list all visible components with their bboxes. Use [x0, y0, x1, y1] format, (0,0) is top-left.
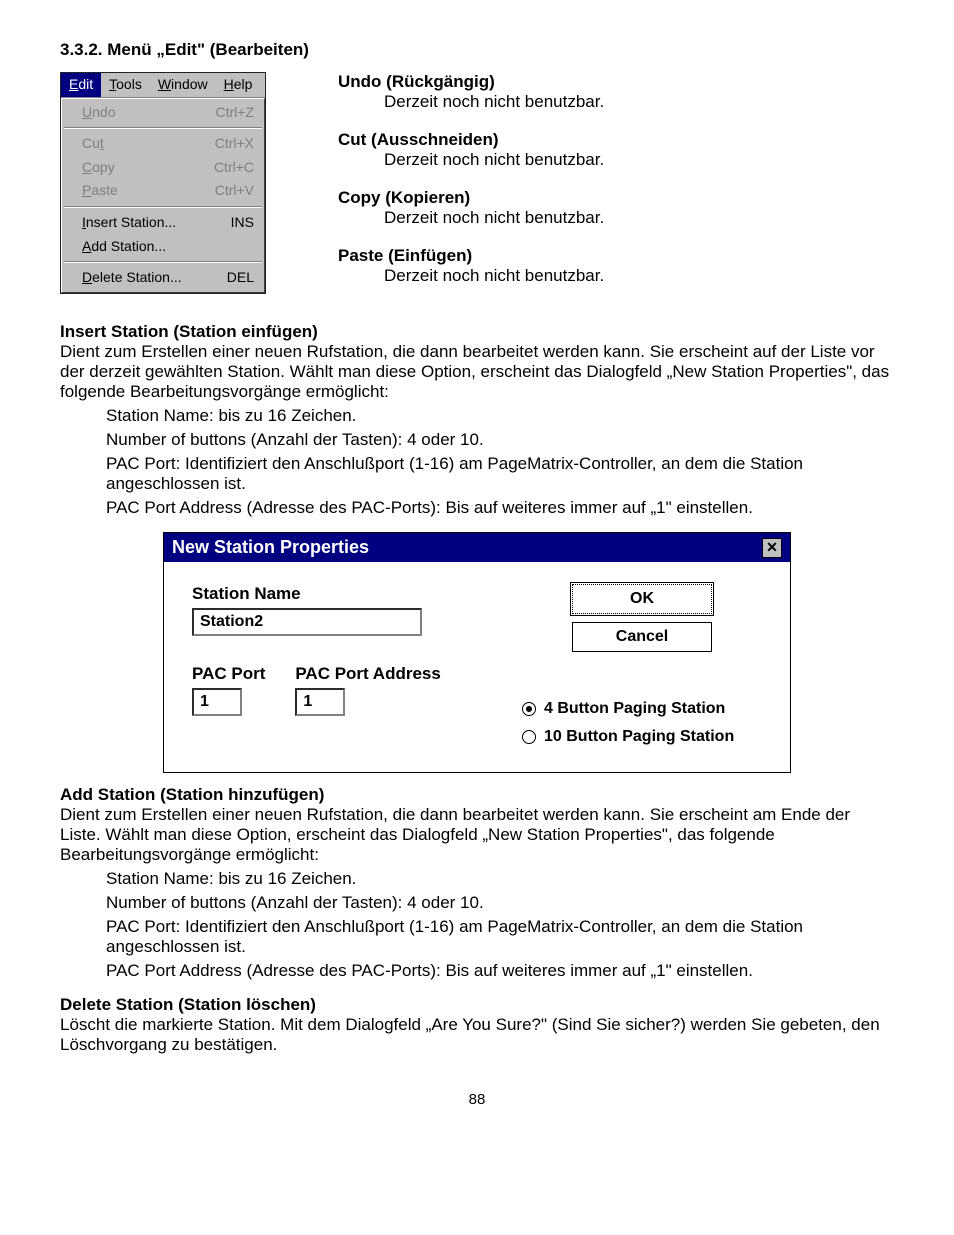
delete-station-title: Delete Station (Station löschen) — [60, 995, 894, 1015]
menu-sep — [64, 127, 262, 129]
dialog-titlebar: New Station Properties ✕ — [164, 533, 790, 562]
def-copy: Copy (Kopieren) Derzeit noch nicht benut… — [338, 188, 894, 228]
insert-station-l3: PAC Port: Identifiziert den Anschlußport… — [60, 454, 894, 494]
menu-body: UndoCtrl+Z CutCtrl+X CopyCtrl+C PasteCtr… — [61, 98, 265, 293]
radio-4-label: 4 Button Paging Station — [544, 700, 725, 718]
menubar-tools[interactable]: Tools — [101, 73, 150, 97]
def-undo-title: Undo (Rückgängig) — [338, 72, 894, 92]
insert-station-l4: PAC Port Address (Adresse des PAC-Ports)… — [60, 498, 894, 518]
pac-port-col: PAC Port 1 — [192, 664, 265, 716]
menu-copy: CopyCtrl+C — [62, 156, 264, 180]
menu-sep — [64, 206, 262, 208]
menubar-help[interactable]: Help — [216, 73, 261, 97]
insert-station-l1: Station Name: bis zu 16 Zeichen. — [60, 406, 894, 426]
def-undo-body: Derzeit noch nicht benutzbar. — [338, 92, 894, 112]
delete-station-para: Löscht die markierte Station. Mit dem Di… — [60, 1015, 894, 1055]
add-station-l4: PAC Port Address (Adresse des PAC-Ports)… — [60, 961, 894, 981]
radio-10-button[interactable]: 10 Button Paging Station — [522, 728, 762, 746]
def-copy-body: Derzeit noch nicht benutzbar. — [338, 208, 894, 228]
definitions-column: Undo (Rückgängig) Derzeit noch nicht ben… — [338, 72, 894, 304]
add-station-l1: Station Name: bis zu 16 Zeichen. — [60, 869, 894, 889]
def-undo: Undo (Rückgängig) Derzeit noch nicht ben… — [338, 72, 894, 112]
menubar-edit[interactable]: Edit — [61, 73, 101, 97]
insert-station-l2: Number of buttons (Anzahl der Tasten): 4… — [60, 430, 894, 450]
menu-delete-station[interactable]: Delete Station...DEL — [62, 266, 264, 290]
dialog-row-2: PAC Port 1 PAC Port Address 1 — [192, 664, 482, 716]
dialog-body: Station Name Station2 PAC Port 1 PAC Por… — [164, 562, 790, 772]
pac-addr-label: PAC Port Address — [295, 664, 440, 684]
insert-station-para: Dient zum Erstellen einer neuen Rufstati… — [60, 342, 894, 402]
cancel-button[interactable]: Cancel — [572, 622, 712, 652]
menu-add-station[interactable]: Add Station... — [62, 235, 264, 259]
menubar-window[interactable]: Window — [150, 73, 216, 97]
station-name-label: Station Name — [192, 584, 482, 604]
menubar: Edit Tools Window Help — [61, 73, 265, 98]
radio-icon — [522, 730, 536, 744]
pac-port-label: PAC Port — [192, 664, 265, 684]
def-paste-body: Derzeit noch nicht benutzbar. — [338, 266, 894, 286]
new-station-properties-dialog: New Station Properties ✕ Station Name St… — [163, 532, 791, 773]
def-cut-body: Derzeit noch nicht benutzbar. — [338, 150, 894, 170]
pac-addr-input[interactable]: 1 — [295, 688, 345, 716]
def-cut: Cut (Ausschneiden) Derzeit noch nicht be… — [338, 130, 894, 170]
section-heading: 3.3.2. Menü „Edit" (Bearbeiten) — [60, 40, 894, 60]
def-paste-title: Paste (Einfügen) — [338, 246, 894, 266]
radio-10-label: 10 Button Paging Station — [544, 728, 734, 746]
insert-station-title: Insert Station (Station einfügen) — [60, 322, 894, 342]
dialog-wrap: New Station Properties ✕ Station Name St… — [60, 532, 894, 773]
pac-addr-col: PAC Port Address 1 — [295, 664, 440, 716]
menu-undo: UndoCtrl+Z — [62, 101, 264, 125]
radio-group: 4 Button Paging Station 10 Button Paging… — [522, 690, 762, 746]
menu-insert-station[interactable]: Insert Station...INS — [62, 211, 264, 235]
menu-cut: CutCtrl+X — [62, 132, 264, 156]
add-station-l2: Number of buttons (Anzahl der Tasten): 4… — [60, 893, 894, 913]
def-copy-title: Copy (Kopieren) — [338, 188, 894, 208]
menu-sep — [64, 261, 262, 263]
station-name-input[interactable]: Station2 — [192, 608, 422, 636]
close-icon[interactable]: ✕ — [762, 538, 782, 558]
page-number: 88 — [60, 1091, 894, 1108]
pac-port-input[interactable]: 1 — [192, 688, 242, 716]
add-station-title: Add Station (Station hinzufügen) — [60, 785, 894, 805]
menu-paste: PasteCtrl+V — [62, 179, 264, 203]
radio-4-button[interactable]: 4 Button Paging Station — [522, 700, 762, 718]
add-station-para: Dient zum Erstellen einer neuen Rufstati… — [60, 805, 894, 865]
dialog-right-column: OK Cancel 4 Button Paging Station 10 But… — [522, 584, 762, 746]
ok-button[interactable]: OK — [572, 584, 712, 614]
def-paste: Paste (Einfügen) Derzeit noch nicht benu… — [338, 246, 894, 286]
def-cut-title: Cut (Ausschneiden) — [338, 130, 894, 150]
add-station-l3: PAC Port: Identifiziert den Anschlußport… — [60, 917, 894, 957]
top-row: Edit Tools Window Help UndoCtrl+Z CutCtr… — [60, 72, 894, 304]
radio-icon — [522, 702, 536, 716]
edit-menu-screenshot: Edit Tools Window Help UndoCtrl+Z CutCtr… — [60, 72, 266, 294]
dialog-title-text: New Station Properties — [172, 537, 369, 558]
dialog-left-column: Station Name Station2 PAC Port 1 PAC Por… — [192, 584, 482, 746]
